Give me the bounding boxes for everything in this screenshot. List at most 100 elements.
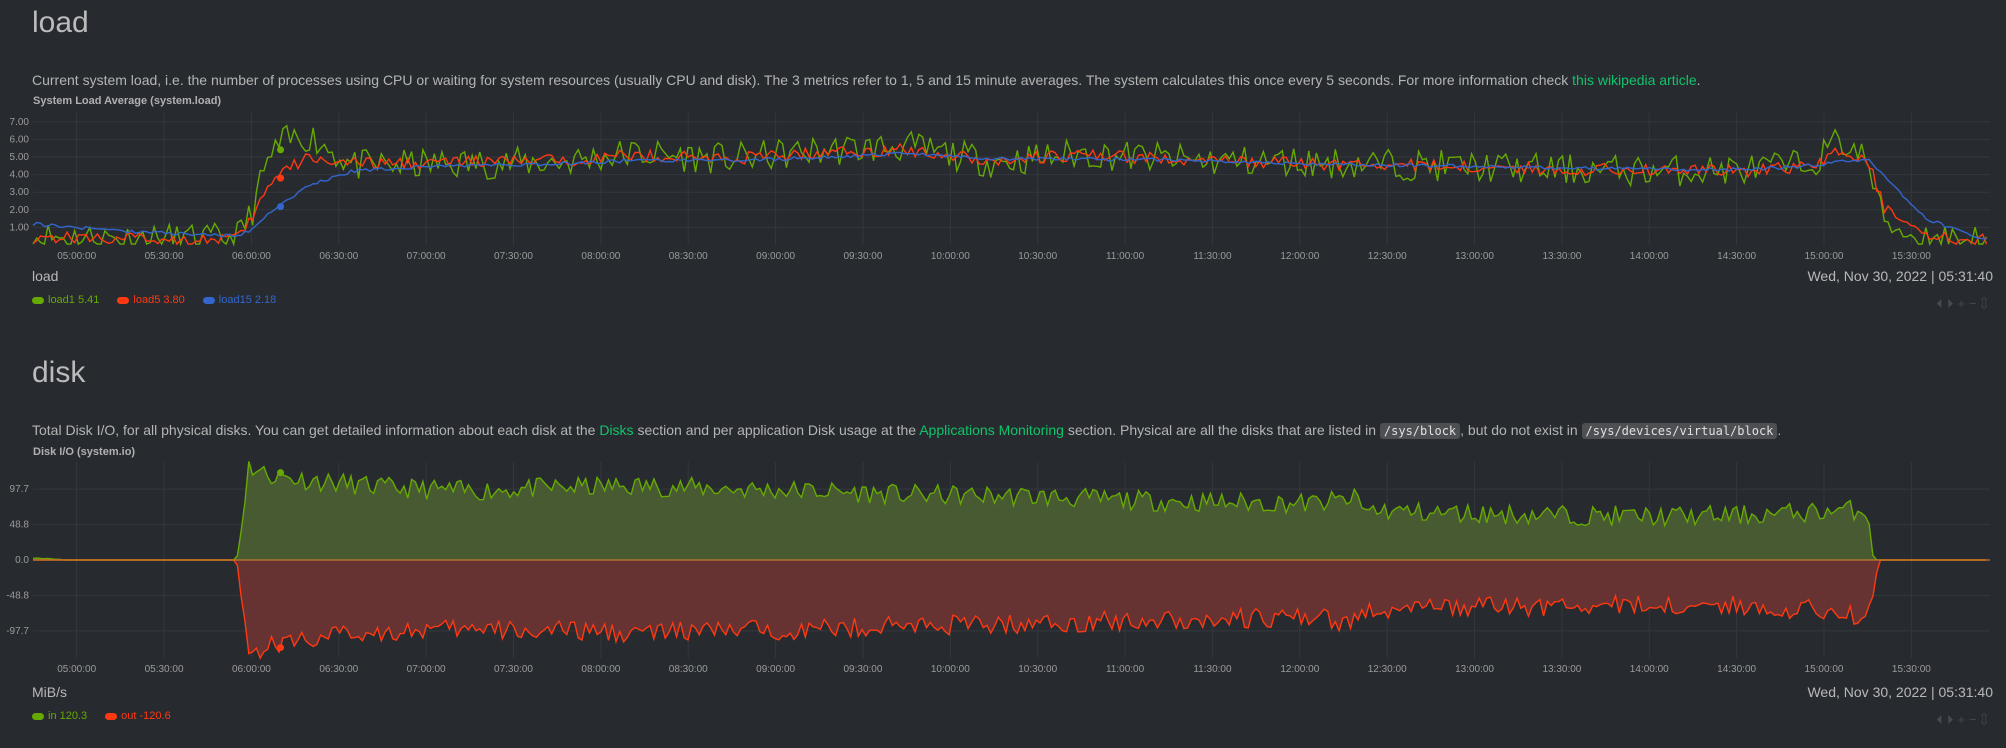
legend-swatch	[105, 712, 118, 720]
x-tick-label: 14:30:00	[1717, 251, 1756, 262]
x-tick-label: 12:30:00	[1368, 251, 1407, 262]
load-chart[interactable]: 7.00 6.00 5.00 4.00 3.00 2.00 1.00 05:00:00 05:3…	[0, 105, 2006, 265]
y-tick-label: 48.8	[10, 520, 30, 531]
disks-link[interactable]: Disks	[599, 422, 634, 438]
highlight-point-load5	[277, 174, 285, 182]
legend-text: load5 3.80	[133, 294, 185, 306]
x-tick-label: 07:30:00	[494, 251, 533, 262]
y-tick-label: 1.00	[10, 222, 30, 233]
x-tick-label: 06:30:00	[319, 251, 358, 262]
x-tick-label: 15:00:00	[1805, 664, 1844, 675]
load-legend: load1 5.41 load5 3.80 load15 2.18	[32, 294, 294, 306]
area-out	[33, 560, 1987, 659]
load-description: Current system load, i.e. the number of …	[32, 72, 1701, 88]
y-tick-label: 5.00	[10, 152, 30, 163]
applications-monitoring-link[interactable]: Applications Monitoring	[919, 422, 1064, 438]
x-tick-label: 14:00:00	[1630, 664, 1669, 675]
y-tick-label: 97.7	[10, 484, 30, 495]
x-tick-label: 10:30:00	[1018, 251, 1057, 262]
series-line-load15	[32, 151, 1987, 240]
legend-text: out -120.6	[121, 710, 171, 722]
disk-section: disk Total Disk I/O, for all physical di…	[0, 350, 2006, 748]
x-tick-label: 11:30:00	[1193, 664, 1232, 675]
disk-chart-toolbar[interactable]: ⏴⏵+−⇕	[1936, 712, 1992, 727]
wikipedia-link[interactable]: this wikipedia article	[1572, 72, 1697, 88]
code-sys-block: /sys/block	[1379, 423, 1461, 439]
x-tick-label: 12:00:00	[1280, 251, 1319, 262]
x-tick-label: 05:00:00	[57, 664, 96, 675]
x-tick-label: 08:00:00	[581, 664, 620, 675]
highlight-point-in	[277, 469, 285, 477]
x-tick-label: 09:00:00	[756, 251, 795, 262]
x-tick-label: 13:00:00	[1455, 664, 1494, 675]
highlight-point-load15	[277, 203, 285, 211]
disk-units: MiB/s	[32, 684, 67, 700]
load-chart-toolbar[interactable]: ⏴⏵+−⇕	[1936, 296, 1992, 311]
legend-swatch	[32, 712, 44, 720]
x-tick-label: 05:00:00	[57, 251, 96, 262]
x-tick-label: 08:30:00	[669, 251, 708, 262]
y-tick-label: 0.0	[15, 555, 29, 566]
legend-text: load15 2.18	[218, 294, 277, 306]
y-tick-label: 4.00	[10, 170, 30, 181]
x-tick-label: 10:00:00	[931, 664, 970, 675]
x-tick-label: 06:30:00	[319, 664, 358, 675]
x-tick-label: 06:00:00	[232, 251, 271, 262]
highlight-point-load1	[277, 146, 285, 154]
load-chart-title: System Load Average (system.load)	[33, 95, 222, 107]
disk-legend: in 120.3 out -120.6	[32, 710, 189, 722]
series-line-out	[33, 559, 1987, 660]
series-line-load1	[32, 124, 1988, 247]
load-units: load	[32, 268, 59, 284]
disk-legend-in[interactable]: in 120.3	[32, 710, 87, 722]
x-tick-label: 12:30:00	[1368, 664, 1407, 675]
x-tick-label: 11:30:00	[1193, 251, 1232, 262]
disk-legend-out[interactable]: out -120.6	[105, 710, 171, 722]
y-tick-label: 7.00	[10, 117, 30, 128]
highlight-point-out	[277, 644, 285, 652]
legend-text: in 120.3	[48, 710, 88, 722]
load-timestamp: Wed, Nov 30, 2022 | 05:31:40	[1807, 268, 1993, 284]
x-tick-label: 09:30:00	[844, 664, 883, 675]
legend-swatch	[202, 296, 215, 304]
x-tick-label: 09:30:00	[844, 251, 883, 262]
y-tick-label: 2.00	[10, 205, 30, 216]
area-in	[33, 461, 1987, 560]
disk-chart-title: Disk I/O (system.io)	[33, 446, 136, 458]
x-tick-label: 13:30:00	[1542, 664, 1581, 675]
disk-description: Total Disk I/O, for all physical disks. …	[32, 422, 1782, 439]
legend-swatch	[117, 296, 130, 304]
y-tick-label: -48.8	[6, 590, 29, 601]
x-tick-label: 05:30:00	[145, 664, 184, 675]
y-tick-label: -97.7	[6, 626, 29, 637]
x-tick-label: 11:00:00	[1106, 664, 1145, 675]
x-tick-label: 15:30:00	[1892, 664, 1931, 675]
x-tick-label: 05:30:00	[145, 251, 184, 262]
y-tick-label: 6.00	[10, 134, 30, 145]
load-legend-load15[interactable]: load15 2.18	[202, 294, 277, 306]
code-sys-devices-virtual-block: /sys/devices/virtual/block	[1581, 423, 1778, 439]
x-tick-label: 14:30:00	[1717, 664, 1756, 675]
x-tick-label: 10:00:00	[931, 251, 970, 262]
x-tick-label: 11:00:00	[1106, 251, 1145, 262]
x-tick-label: 13:00:00	[1455, 251, 1494, 262]
x-tick-label: 13:30:00	[1542, 251, 1581, 262]
x-tick-label: 08:00:00	[581, 251, 620, 262]
series-line-load5	[32, 142, 1988, 246]
x-tick-label: 14:00:00	[1630, 251, 1669, 262]
x-tick-label: 10:30:00	[1018, 664, 1057, 675]
x-tick-label: 07:30:00	[494, 664, 533, 675]
x-tick-label: 07:00:00	[407, 251, 446, 262]
load-section: load Current system load, i.e. the numbe…	[0, 0, 2006, 330]
x-tick-label: 09:00:00	[756, 664, 795, 675]
x-tick-label: 07:00:00	[407, 664, 446, 675]
load-legend-load1[interactable]: load1 5.41	[32, 294, 99, 306]
x-tick-label: 15:30:00	[1892, 251, 1931, 262]
x-tick-label: 08:30:00	[669, 664, 708, 675]
disk-timestamp: Wed, Nov 30, 2022 | 05:31:40	[1807, 684, 1993, 700]
load-legend-load5[interactable]: load5 3.80	[117, 294, 185, 306]
disk-chart[interactable]: 97.7 48.8 0.0 -48.8 -97.7 05:00:00 05:30:00 06:…	[0, 458, 2006, 683]
x-tick-label: 06:00:00	[232, 664, 271, 675]
y-tick-label: 3.00	[10, 187, 30, 198]
section-title-disk: disk	[32, 356, 86, 389]
